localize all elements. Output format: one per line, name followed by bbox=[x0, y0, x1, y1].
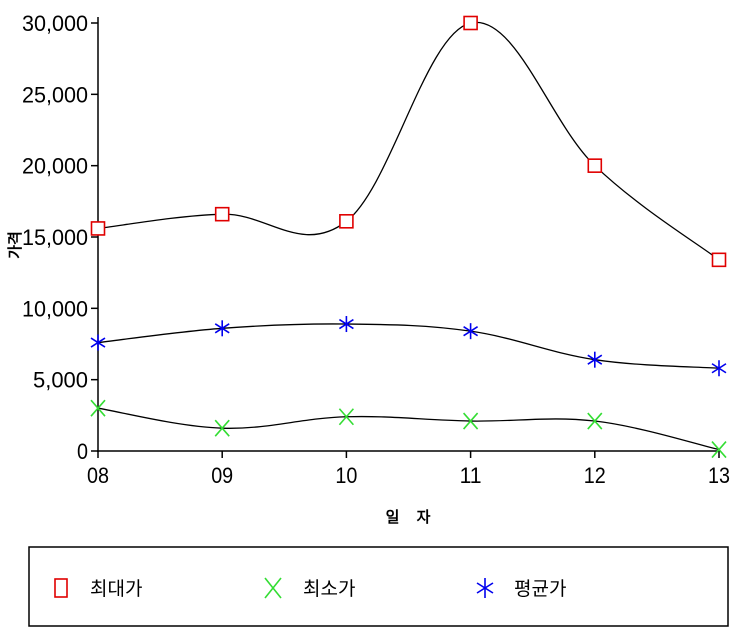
series-line bbox=[97, 323, 720, 369]
data-point bbox=[90, 221, 106, 236]
data-point bbox=[338, 316, 354, 333]
data-point bbox=[711, 252, 727, 268]
data-point bbox=[214, 206, 230, 222]
data-point bbox=[214, 320, 230, 337]
y-axis-title: 가격 bbox=[6, 231, 24, 259]
y-tick-label: 30,000 bbox=[22, 11, 88, 36]
data-point bbox=[587, 351, 603, 368]
series-line bbox=[97, 407, 720, 451]
data-point bbox=[214, 419, 230, 437]
data-point bbox=[463, 15, 478, 31]
y-tick-label: 5,000 bbox=[33, 368, 88, 393]
legend-box bbox=[28, 546, 729, 627]
y-tick-label: 10,000 bbox=[22, 296, 88, 321]
y-tick-label: 20,000 bbox=[22, 154, 88, 179]
x-tick-label: 13 bbox=[708, 463, 730, 488]
data-point bbox=[90, 334, 106, 351]
series-asterisk bbox=[90, 316, 727, 377]
data-point bbox=[711, 360, 727, 377]
data-point bbox=[587, 158, 603, 173]
x-tick-label: 11 bbox=[460, 463, 482, 488]
legend-item: 최소가 bbox=[264, 577, 355, 600]
legend-square-icon bbox=[54, 578, 68, 598]
y-tick-label: 0 bbox=[77, 439, 88, 464]
legend-label: 최소가 bbox=[303, 578, 355, 600]
x-tick-label: 08 bbox=[87, 463, 109, 488]
series-line bbox=[97, 21, 720, 261]
data-point bbox=[463, 323, 479, 340]
y-tick-label: 25,000 bbox=[22, 82, 88, 107]
legend: 최대가 최소가 평균가 bbox=[28, 546, 729, 627]
series-square bbox=[90, 15, 727, 268]
x-tick-label: 10 bbox=[335, 463, 357, 488]
y-tick-label: 15,000 bbox=[22, 225, 88, 250]
data-point bbox=[90, 399, 106, 417]
series-x bbox=[90, 399, 727, 459]
legend-asterisk-icon bbox=[476, 578, 494, 598]
legend-item: 평균가 bbox=[476, 578, 566, 600]
x-axis-title: 일 자 bbox=[386, 508, 437, 526]
series-layer bbox=[90, 15, 727, 459]
data-point bbox=[339, 214, 354, 229]
legend-label: 최대가 bbox=[90, 578, 142, 600]
data-point bbox=[711, 441, 727, 459]
x-tick-label: 12 bbox=[584, 463, 606, 488]
legend-label: 평균가 bbox=[514, 578, 566, 600]
x-axis: 08 09 10 11 12 13 bbox=[87, 450, 730, 488]
data-point bbox=[462, 412, 479, 430]
y-axis: 0 5,000 10,000 15,000 20,000 25,000 30,000 bbox=[22, 11, 99, 464]
x-tick-label: 09 bbox=[211, 463, 233, 488]
data-point bbox=[338, 408, 355, 426]
legend-x-icon bbox=[264, 577, 282, 599]
legend-item: 최대가 bbox=[54, 578, 142, 600]
data-point bbox=[587, 412, 603, 430]
